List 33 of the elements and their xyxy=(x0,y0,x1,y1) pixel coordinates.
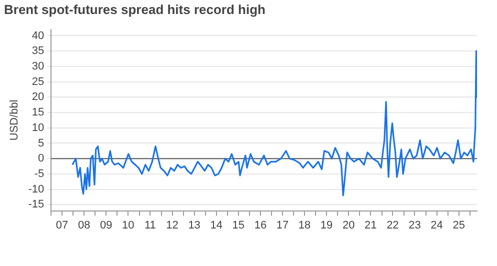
x-tick-label: 13 xyxy=(188,219,200,232)
y-tick-label: 30 xyxy=(32,60,44,72)
x-tick-label: 09 xyxy=(100,219,112,232)
y-tick-label: -15 xyxy=(28,198,44,211)
x-tick-label: 23 xyxy=(408,219,421,232)
x-tick-label: 18 xyxy=(298,219,311,232)
x-tick-label: 14 xyxy=(210,219,222,232)
x-tick-label: 20 xyxy=(342,219,355,232)
x-tick-label: 24 xyxy=(430,219,443,232)
x-tick-label: 12 xyxy=(166,219,178,232)
y-tick-label: 20 xyxy=(32,91,44,104)
x-tick-label: 21 xyxy=(364,219,377,232)
x-tick-label: 22 xyxy=(386,219,399,232)
x-tick-label: 07 xyxy=(56,219,68,232)
x-tick-label: 08 xyxy=(78,219,90,232)
y-tick-label: 35 xyxy=(32,45,44,58)
x-tick-label: 19 xyxy=(320,219,333,232)
y-tick-label: 10 xyxy=(32,122,44,134)
y-tick-label: 5 xyxy=(38,137,44,150)
x-tick-label: 11 xyxy=(144,219,156,232)
y-tick-label: -5 xyxy=(34,168,44,180)
y-tick-label: 15 xyxy=(32,106,44,119)
y-tick-label: 0 xyxy=(38,152,44,165)
x-tick-label: 17 xyxy=(276,219,289,232)
y-tick-label: 40 xyxy=(32,30,44,42)
y-tick-label: -10 xyxy=(28,183,44,196)
x-tick-label: 10 xyxy=(122,219,134,232)
x-tick-label: 16 xyxy=(254,219,267,232)
y-axis-title: USD/bbl xyxy=(8,100,21,141)
x-tick-label: 25 xyxy=(452,219,465,232)
y-tick-label: 25 xyxy=(32,76,44,88)
x-tick-label: 15 xyxy=(232,219,244,232)
chart-title: Brent spot-futures spread hits record high xyxy=(4,2,266,17)
